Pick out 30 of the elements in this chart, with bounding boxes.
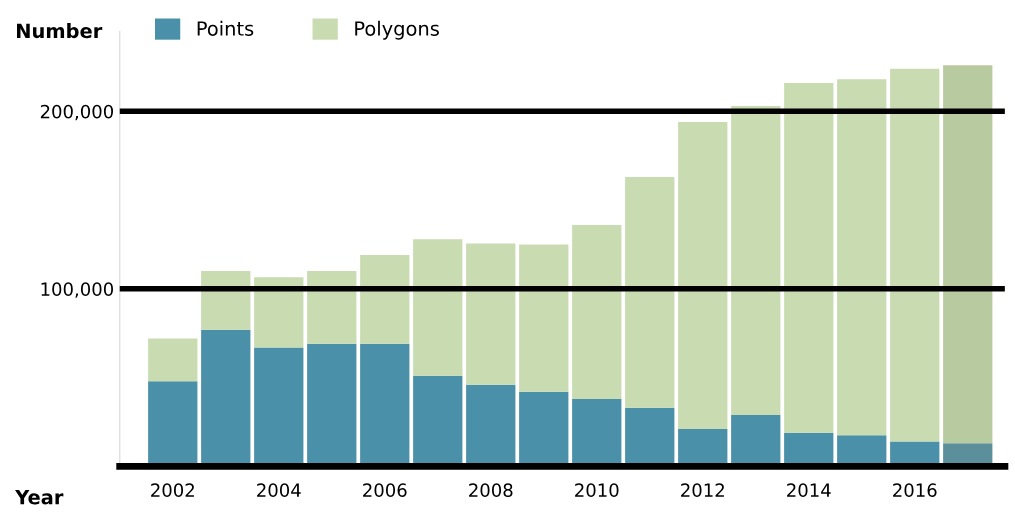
bar [943, 65, 993, 444]
x-tick-label: 2012 [681, 483, 724, 497]
bar [572, 224, 622, 399]
bar [201, 271, 251, 330]
bar [784, 82, 834, 433]
bar [625, 177, 675, 408]
bar [731, 106, 781, 415]
bar [360, 255, 410, 344]
bar [890, 68, 940, 442]
x-tick-label: 2010 [575, 483, 619, 497]
legend-label: Polygons [355, 20, 439, 40]
x-tick-label: 2002 [151, 483, 194, 497]
bar [254, 277, 304, 348]
x-tick-label: 2016 [893, 483, 937, 497]
y-tick-label: 100,000 [41, 282, 114, 298]
bar [148, 338, 198, 382]
x-tick-label: 2008 [469, 483, 513, 497]
x-axis-title: Year [15, 490, 64, 505]
x-tick-label: 2004 [257, 483, 301, 497]
legend-label: Points [197, 20, 254, 36]
bar [413, 239, 463, 376]
bar [837, 79, 887, 436]
x-tick-label: 2014 [787, 483, 831, 497]
x-tick-label: 2006 [363, 483, 407, 497]
y-tick-label: 200,000 [40, 104, 114, 121]
bar [466, 243, 516, 385]
bar [678, 121, 728, 430]
bar [519, 244, 569, 392]
y-axis-title: Number [17, 23, 103, 39]
bar [307, 271, 357, 344]
